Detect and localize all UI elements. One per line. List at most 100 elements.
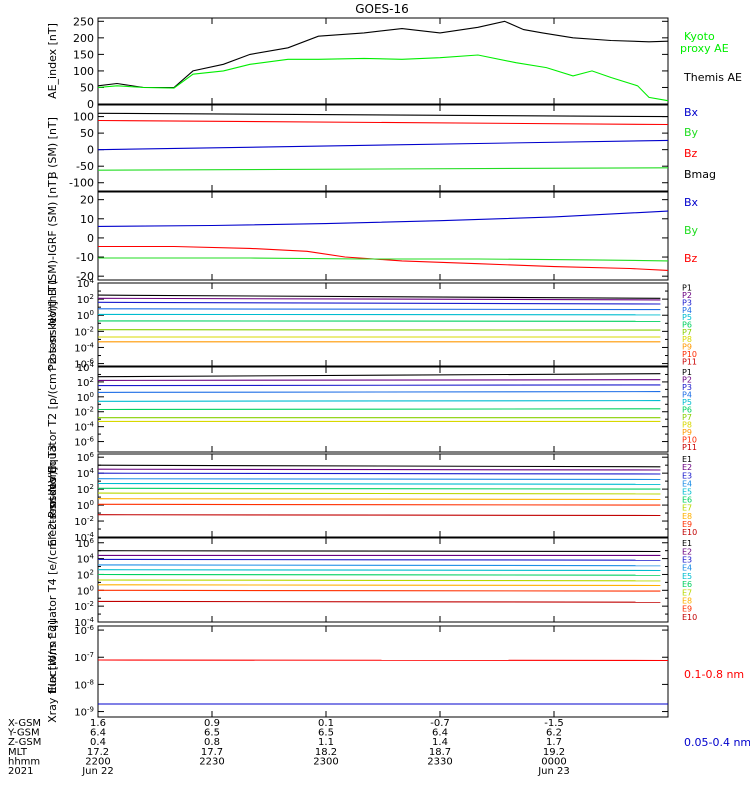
ytick-label: 100 bbox=[77, 584, 94, 597]
time-axis-row-label: X-GSM bbox=[8, 718, 41, 729]
time-axis-value: Jun 22 bbox=[81, 766, 114, 777]
series-e9 bbox=[97, 503, 661, 506]
legend-e4: E4 bbox=[682, 564, 692, 573]
series-p3 bbox=[97, 301, 661, 305]
ytick-label: 10 bbox=[80, 213, 94, 226]
series-e4 bbox=[97, 564, 661, 567]
time-axis-value: 17.2 bbox=[87, 747, 109, 758]
time-axis-value: 0000 bbox=[541, 756, 566, 767]
legend-proxy-ae: proxy AE bbox=[680, 42, 729, 55]
ytick-label: 10-4 bbox=[74, 616, 94, 629]
legend-p8: P8 bbox=[682, 421, 692, 430]
ytick-label: 250 bbox=[73, 15, 94, 28]
ytick-label: 10-7 bbox=[74, 651, 94, 664]
time-axis-value: 6.2 bbox=[546, 728, 562, 739]
ylabel: Xray flux [W/m^2] bbox=[46, 620, 59, 723]
legend-e6: E6 bbox=[682, 496, 692, 505]
ytick-label: 100 bbox=[77, 391, 94, 404]
plot-title: GOES-16 bbox=[355, 2, 409, 16]
time-axis-value: 1.1 bbox=[318, 737, 334, 748]
ytick-label: 102 bbox=[77, 568, 94, 581]
ytick-label: 10-4 bbox=[74, 341, 94, 354]
time-axis-value: 19.2 bbox=[543, 747, 565, 758]
series-e9 bbox=[97, 589, 661, 592]
series-e5 bbox=[97, 569, 661, 572]
ytick-label: 0 bbox=[87, 144, 94, 157]
time-axis-row-label: Y-GSM bbox=[7, 728, 40, 739]
legend-bx: Bx bbox=[684, 106, 699, 119]
series-p4 bbox=[97, 308, 661, 311]
legend-e1: E1 bbox=[682, 455, 692, 464]
legend-p4: P4 bbox=[682, 306, 692, 315]
series-e6 bbox=[97, 573, 661, 576]
ytick-label: 106 bbox=[77, 537, 95, 550]
legend-e4: E4 bbox=[682, 479, 692, 488]
ytick-label: 104 bbox=[77, 277, 95, 290]
series-e7 bbox=[97, 579, 661, 582]
legend-bz: Bz bbox=[684, 147, 698, 160]
series-p1 bbox=[97, 373, 661, 378]
ytick-label: 106 bbox=[77, 451, 95, 464]
series-p6 bbox=[97, 408, 661, 411]
time-axis-value: 0.4 bbox=[90, 737, 106, 748]
legend-bz: Bz bbox=[684, 252, 698, 265]
series-kyoto-proxy-ae bbox=[97, 54, 669, 102]
ytick-label: -50 bbox=[76, 160, 94, 173]
legend-p1: P1 bbox=[682, 284, 692, 293]
ytick-label: 10-4 bbox=[74, 421, 94, 434]
ytick-label: 200 bbox=[73, 32, 94, 45]
legend-bx: Bx bbox=[684, 196, 699, 209]
series-p5 bbox=[97, 400, 661, 402]
panel-frame bbox=[97, 17, 669, 105]
panel-frame bbox=[97, 282, 669, 367]
time-axis-value: 2300 bbox=[313, 756, 338, 767]
legend-p5: P5 bbox=[682, 398, 692, 407]
time-axis-value: 6.4 bbox=[90, 728, 106, 739]
legend-e6: E6 bbox=[682, 580, 692, 589]
ytick-label: 10-6 bbox=[74, 358, 94, 371]
ytick-label: 0 bbox=[87, 98, 94, 111]
legend-e10: E10 bbox=[682, 613, 697, 622]
time-axis-value: 2230 bbox=[199, 756, 224, 767]
series-by bbox=[98, 257, 669, 262]
time-axis-value: 1.6 bbox=[90, 718, 106, 729]
legend-by: By bbox=[684, 224, 699, 237]
legend-p1: P1 bbox=[682, 368, 692, 377]
panel-frame bbox=[97, 191, 669, 281]
time-axis: X-GSMY-GSMZ-GSMMLThhmm20211.66.40.417.22… bbox=[7, 718, 570, 777]
legend-e3: E3 bbox=[682, 556, 692, 565]
ytick-label: 10-9 bbox=[74, 706, 94, 719]
legend-p8: P8 bbox=[682, 335, 692, 344]
time-axis-value: 1.4 bbox=[432, 737, 448, 748]
series-e10 bbox=[97, 600, 661, 603]
time-axis-value: 1.7 bbox=[546, 737, 562, 748]
series-e8 bbox=[97, 584, 661, 587]
legend-p10: P10 bbox=[682, 436, 697, 445]
ytick-label: 104 bbox=[77, 553, 95, 566]
time-axis-row-label: hhmm bbox=[8, 756, 40, 767]
series-e3 bbox=[97, 472, 661, 475]
panel-xr: 10-9 10-8 10-7 10-6 Xray flux [W/m^2] 0.1-0.8… bbox=[46, 620, 750, 749]
series-e1 bbox=[97, 550, 661, 553]
legend-p10: P10 bbox=[682, 350, 697, 359]
legend-e8: E8 bbox=[682, 512, 692, 521]
ylabel: Electrons Equator T4 [e/(cm^2-s-sr-keV)] bbox=[46, 467, 59, 693]
ylabel: B (SM) [nT] bbox=[46, 117, 59, 179]
legend-e9: E9 bbox=[682, 520, 692, 529]
time-axis-value: 2200 bbox=[85, 756, 110, 767]
ylabel: B (SM)-IGRF (SM) [nT] bbox=[46, 176, 59, 296]
ytick-label: 50 bbox=[80, 81, 94, 94]
ytick-label: 100 bbox=[73, 65, 94, 78]
legend-by: By bbox=[684, 126, 699, 139]
legend-themis-ae: Themis AE bbox=[683, 71, 742, 84]
ytick-label: 20 bbox=[80, 194, 94, 207]
legend-e7: E7 bbox=[682, 504, 692, 513]
series-bx bbox=[97, 210, 669, 227]
time-axis-value: 6.5 bbox=[204, 728, 220, 739]
time-axis-value: 18.7 bbox=[429, 747, 451, 758]
series-e5 bbox=[97, 482, 661, 485]
ytick-label: 10-6 bbox=[74, 624, 94, 637]
legend-p6: P6 bbox=[682, 321, 692, 330]
